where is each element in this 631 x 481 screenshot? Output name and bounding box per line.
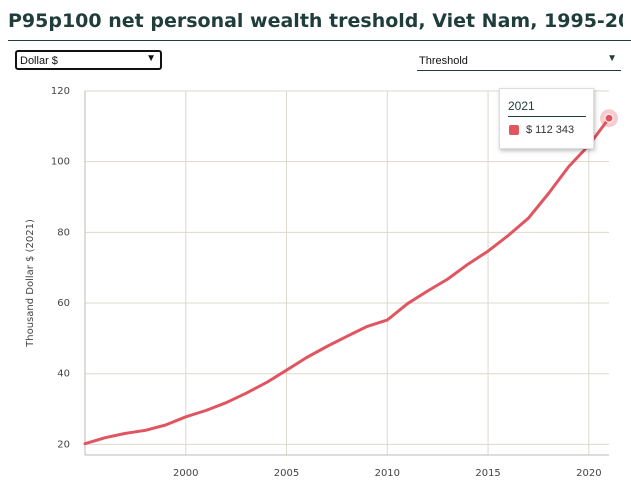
chevron-down-icon: ▼ [607,53,617,64]
tooltip-year: 2021 [508,99,535,113]
x-tick-label: 2015 [475,468,500,479]
chart-tooltip: 2021 $ 112 343 [499,88,594,149]
x-tick-label: 2010 [375,468,400,479]
x-tick-label: 2000 [173,468,198,479]
tooltip-series-swatch [509,125,519,135]
tooltip-divider [508,116,586,117]
y-tick-label: 20 [57,439,70,450]
tooltip-value: $ 112 343 [526,124,575,136]
highlight-point [604,113,614,123]
chevron-down-icon: ▼ [146,53,156,64]
y-tick-label: 100 [51,157,70,168]
page-title: P95p100 net personal wealth treshold, Vi… [8,10,623,32]
title-divider [8,40,631,41]
unit-select[interactable]: Dollar $ ▼ [15,50,162,70]
series-line [83,116,611,446]
y-tick-label: 60 [57,298,70,309]
metric-select[interactable]: Threshold ▼ [417,51,621,71]
unit-select-value: Dollar $ [20,55,58,67]
metric-select-value: Threshold [419,55,468,67]
x-tick-label: 2005 [274,468,299,479]
y-tick-label: 80 [57,227,70,238]
y-tick-label: 120 [51,86,70,97]
y-tick-label: 40 [57,369,70,380]
y-axis-label: Thousand Dollar $ (2021) [25,219,36,348]
x-tick-label: 2020 [576,468,601,479]
